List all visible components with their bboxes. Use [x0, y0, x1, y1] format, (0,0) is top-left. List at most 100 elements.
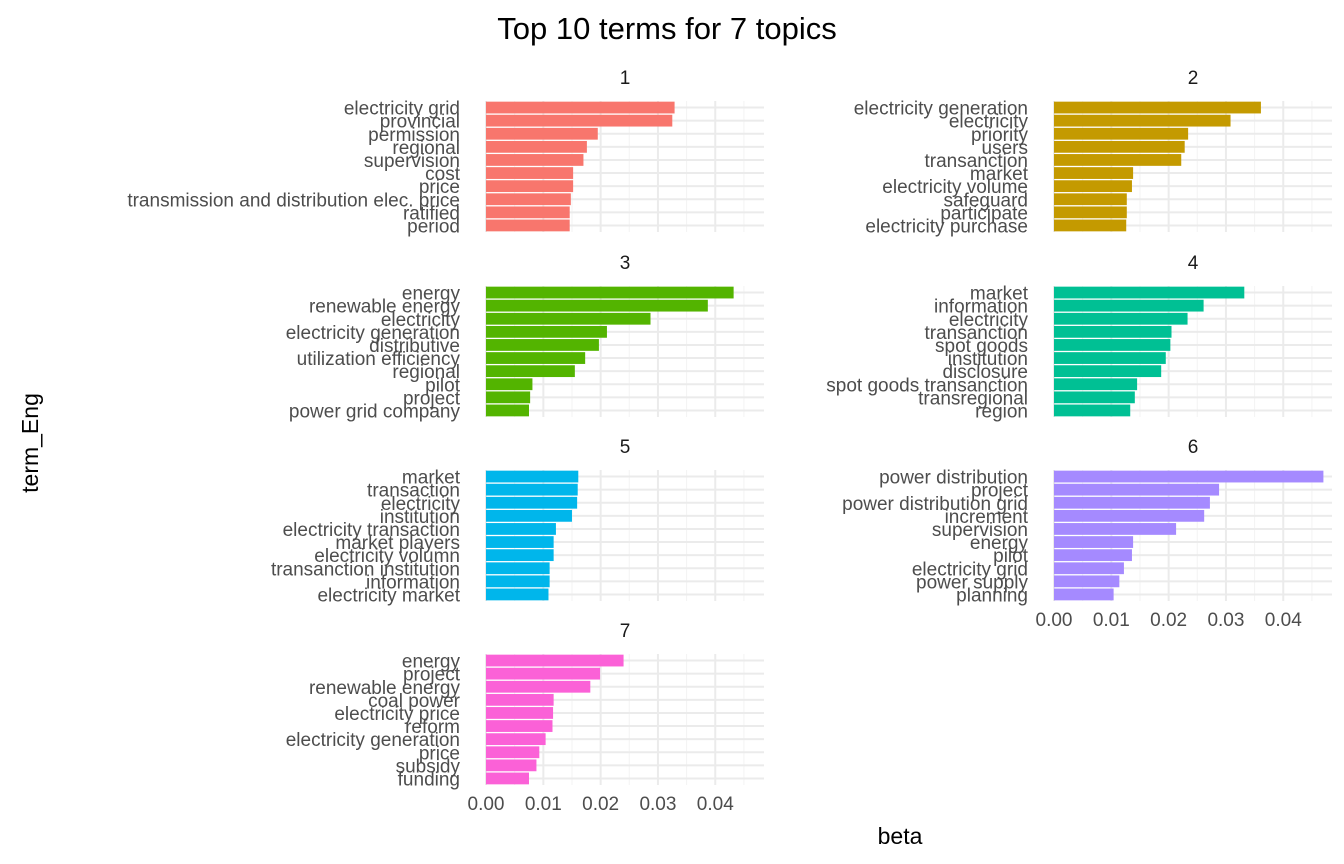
y-tick-label: reform — [405, 717, 460, 738]
bar-6-1 — [1054, 483, 1220, 496]
y-tick-label: supervision — [364, 151, 460, 172]
bar-6-5 — [1054, 536, 1134, 548]
bar-3-8 — [486, 391, 531, 404]
bar-3-4 — [486, 339, 599, 351]
bar-4-3 — [1054, 325, 1172, 338]
bar-3-0 — [486, 286, 734, 299]
y-tick-label: electricity generation — [286, 730, 460, 751]
y-tick-label: electricity — [381, 310, 461, 331]
facet-label: 7 — [620, 621, 631, 642]
y-tick-label: energy — [970, 533, 1029, 554]
bar-2-6 — [1054, 180, 1132, 193]
bar-4-8 — [1054, 391, 1135, 404]
bar-6-8 — [1054, 575, 1120, 588]
bar-6-2 — [1054, 496, 1210, 509]
x-tick-label: 0.00 — [468, 794, 505, 815]
y-tick-label: regional — [392, 138, 460, 159]
y-tick-label: period — [407, 216, 460, 237]
y-tick-label: region — [975, 401, 1028, 422]
y-tick-label: supervision — [932, 520, 1028, 541]
bar-6-9 — [1054, 588, 1114, 601]
bar-4-2 — [1054, 312, 1188, 325]
bar-5-5 — [486, 536, 554, 548]
bar-5-0 — [486, 470, 579, 483]
facet-label: 4 — [1188, 253, 1199, 274]
y-tick-label: transanction — [924, 323, 1028, 344]
y-tick-label: coal power — [368, 691, 461, 712]
bar-2-2 — [1054, 127, 1189, 140]
bar-1-2 — [486, 127, 598, 140]
bar-3-3 — [486, 325, 607, 338]
bar-5-9 — [486, 588, 549, 601]
y-axis-title: term_Eng — [17, 393, 43, 493]
bar-1-4 — [486, 154, 584, 166]
bar-2-4 — [1054, 154, 1182, 166]
y-tick-label: ratified — [403, 203, 460, 224]
bar-2-5 — [1054, 167, 1134, 179]
bar-4-1 — [1054, 299, 1204, 312]
bar-4-4 — [1054, 339, 1171, 351]
bar-2-8 — [1054, 206, 1127, 219]
bar-4-0 — [1054, 286, 1245, 299]
y-tick-label: electricity market — [317, 585, 460, 606]
bar-1-0 — [486, 101, 675, 114]
y-tick-label: electricity volume — [882, 177, 1028, 198]
bar-7-3 — [486, 693, 554, 706]
bar-7-1 — [486, 667, 601, 680]
y-tick-label: project — [403, 665, 461, 686]
y-tick-label: project — [971, 481, 1029, 502]
bar-2-9 — [1054, 219, 1127, 232]
bar-6-4 — [1054, 523, 1177, 535]
y-tick-label: market — [402, 468, 461, 489]
y-tick-label: transanction institution — [271, 559, 460, 580]
bar-1-3 — [486, 140, 587, 153]
y-tick-label: institution — [380, 507, 460, 528]
y-tick-label: participate — [940, 203, 1028, 224]
y-tick-label: electricity transaction — [283, 520, 460, 541]
bar-5-2 — [486, 496, 578, 509]
y-tick-label: power distribution grid — [842, 494, 1028, 515]
bar-7-0 — [486, 654, 624, 667]
x-tick-label: 0.01 — [525, 794, 562, 815]
bar-1-8 — [486, 206, 570, 219]
y-tick-label: renewable energy — [309, 297, 461, 318]
bar-3-5 — [486, 352, 586, 364]
bar-3-6 — [486, 365, 575, 378]
y-tick-label: institution — [948, 349, 1028, 370]
bar-5-1 — [486, 483, 578, 496]
y-tick-label: utilization efficiency — [297, 349, 461, 370]
y-tick-label: project — [403, 388, 461, 409]
bar-7-7 — [486, 746, 540, 759]
facet-panel-2: 2 electricity generationelectricitypriori… — [854, 68, 1332, 237]
bar-2-7 — [1054, 193, 1127, 206]
y-tick-label: spot goods transanction — [826, 375, 1028, 396]
facet-label: 5 — [620, 437, 631, 458]
bar-4-5 — [1054, 352, 1166, 364]
y-tick-label: regional — [392, 362, 460, 383]
y-tick-label: energy — [402, 284, 461, 305]
bar-5-7 — [486, 562, 550, 575]
bar-6-7 — [1054, 562, 1124, 575]
bar-5-4 — [486, 523, 556, 535]
bar-1-1 — [486, 114, 673, 127]
y-tick-label: power distribution — [879, 468, 1028, 489]
bar-6-6 — [1054, 549, 1132, 562]
y-tick-label: power supply — [916, 572, 1028, 593]
x-tick-label: 0.02 — [1150, 610, 1187, 631]
y-tick-label: planning — [956, 585, 1028, 606]
y-tick-label: transregional — [918, 388, 1028, 409]
facet-panel-1: 1 electricity gridprovincialpermissionreg… — [127, 68, 764, 237]
x-tick-label: 0.02 — [582, 794, 619, 815]
bar-5-6 — [486, 549, 554, 562]
y-tick-label: users — [982, 138, 1028, 159]
bar-1-5 — [486, 167, 574, 179]
bar-7-8 — [486, 759, 537, 772]
y-tick-label: electricity purchase — [865, 216, 1028, 237]
y-tick-label: subsidy — [396, 756, 461, 777]
facet-label: 6 — [1188, 437, 1199, 458]
